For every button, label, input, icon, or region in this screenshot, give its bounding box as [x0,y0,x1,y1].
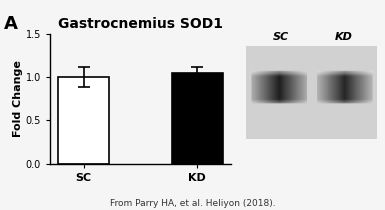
Text: SC: SC [272,32,288,42]
Text: From Parry HA, et al. Heliyon (2018).
Shown under license agreement via CiteAb: From Parry HA, et al. Heliyon (2018). Sh… [94,200,291,210]
Title: Gastrocnemius SOD1: Gastrocnemius SOD1 [58,17,223,31]
Text: A: A [4,15,18,33]
Y-axis label: Fold Change: Fold Change [13,60,23,137]
Bar [58,77,109,164]
Text: KD: KD [334,32,352,42]
Bar [172,73,223,164]
